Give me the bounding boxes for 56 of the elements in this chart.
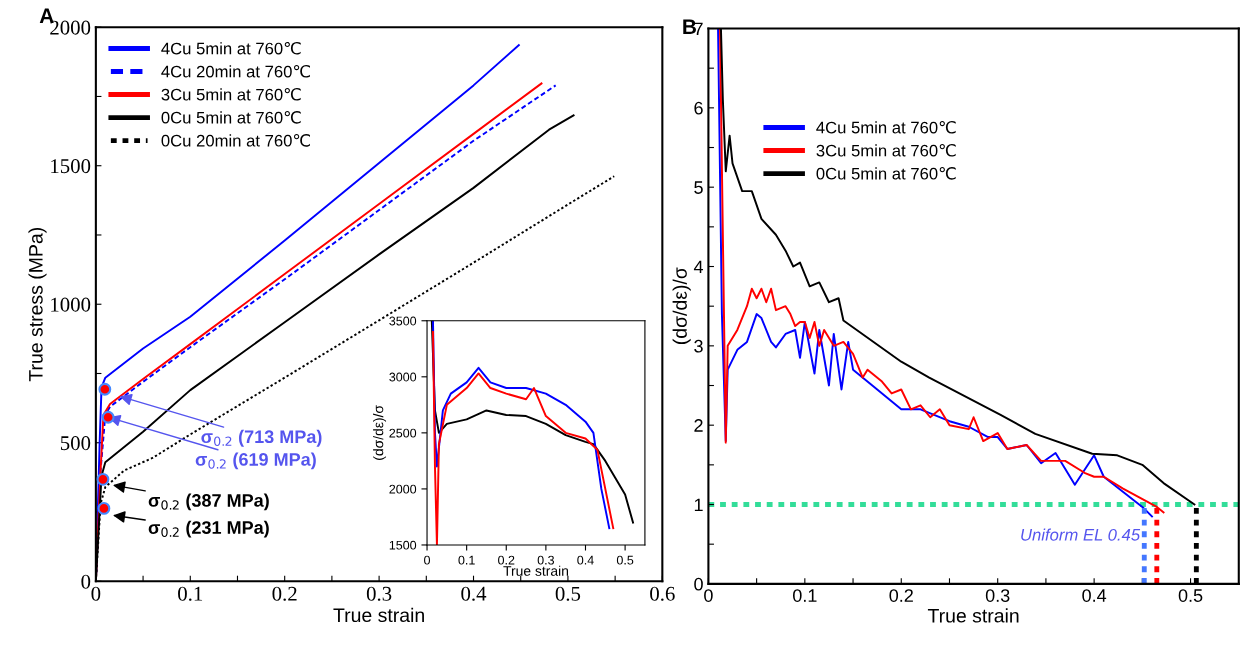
annotation: Uniform EL 0.45 <box>1021 528 1141 541</box>
x-tick-label: 0.5 <box>616 555 634 565</box>
x-axis-title: True strain <box>927 608 1019 623</box>
x-tick-label: 0.2 <box>498 555 515 565</box>
x-tick-label: 0.1 <box>792 589 817 602</box>
x-tick-label: 0.3 <box>537 555 555 565</box>
annotation: σ$_{0.2}$ (619 MPa) <box>195 452 316 470</box>
legend-label: 3Cu 5min at 760℃ <box>161 88 301 101</box>
y-tick-label: 0 <box>694 577 703 591</box>
x-tick-label: 0.2 <box>272 586 297 601</box>
x-axis-title: True strain <box>333 607 424 623</box>
y-tick-label: 3500 <box>389 316 417 326</box>
y-tick-label: 3000 <box>389 372 417 382</box>
legend-label: 3Cu 5min at 760℃ <box>816 144 956 157</box>
x-tick-label: 0.5 <box>1178 589 1203 602</box>
x-tick-label: 0.1 <box>458 555 475 565</box>
legend-label: 4Cu 5min at 760℃ <box>161 41 301 55</box>
legend-label: 0Cu 5min at 760℃ <box>816 167 956 180</box>
y-tick-label: 4 <box>693 260 704 274</box>
y-tick-label: 6 <box>694 101 703 115</box>
x-tick-label: 0 <box>424 555 431 565</box>
x-axis-title: True strain <box>503 565 568 576</box>
x-tick-label: 0 <box>704 589 713 602</box>
y-tick-label: 500 <box>60 436 91 451</box>
x-tick-label: 0.3 <box>985 589 1010 602</box>
x-tick-label: 0.1 <box>178 586 203 601</box>
x-tick-label: 0.3 <box>366 586 392 601</box>
x-tick-label: 0.2 <box>889 589 913 602</box>
x-tick-label: 0.6 <box>650 586 675 601</box>
chart-title: B <box>683 19 696 34</box>
x-tick-label: 0 <box>91 586 101 601</box>
y-tick-label: 1500 <box>51 159 91 174</box>
x-tick-label: 0.5 <box>555 586 581 601</box>
legend-label: 4Cu 5min at 760℃ <box>816 120 956 134</box>
y-axis-title: True stress (MPa) <box>28 228 47 382</box>
x-tick-label: 0.4 <box>1082 589 1107 602</box>
x-tick-label: 0.4 <box>461 586 487 601</box>
y-tick-label: 2500 <box>389 428 417 438</box>
x-tick-label: 0.4 <box>577 555 594 565</box>
legend-label: 4Cu 20min at 760℃ <box>161 64 310 78</box>
annotation: σ$_{0.2}$ (387 MPa) <box>148 493 269 511</box>
legend-label: 0Cu 5min at 760℃ <box>161 111 301 124</box>
y-tick-label: 7 <box>694 22 703 36</box>
y-tick-label: 3 <box>694 339 703 353</box>
annotation: σ$_{0.2}$ (713 MPa) <box>201 429 322 447</box>
y-tick-label: 1 <box>694 498 703 512</box>
y-tick-label: 1500 <box>389 540 417 550</box>
y-axis-title: (dσ/dε)/σ <box>373 405 387 460</box>
y-tick-label: 1000 <box>51 297 91 312</box>
y-tick-label: 0 <box>81 574 91 589</box>
annotation: σ$_{0.2}$ (231 MPa) <box>148 520 269 538</box>
y-axis-title: (dσ/dε)/σ <box>672 267 691 344</box>
y-tick-label: 2 <box>694 419 703 432</box>
legend-label: 0Cu 20min at 760℃ <box>161 134 310 147</box>
y-tick-label: 2000 <box>389 484 417 494</box>
y-tick-label: 5 <box>694 181 703 194</box>
